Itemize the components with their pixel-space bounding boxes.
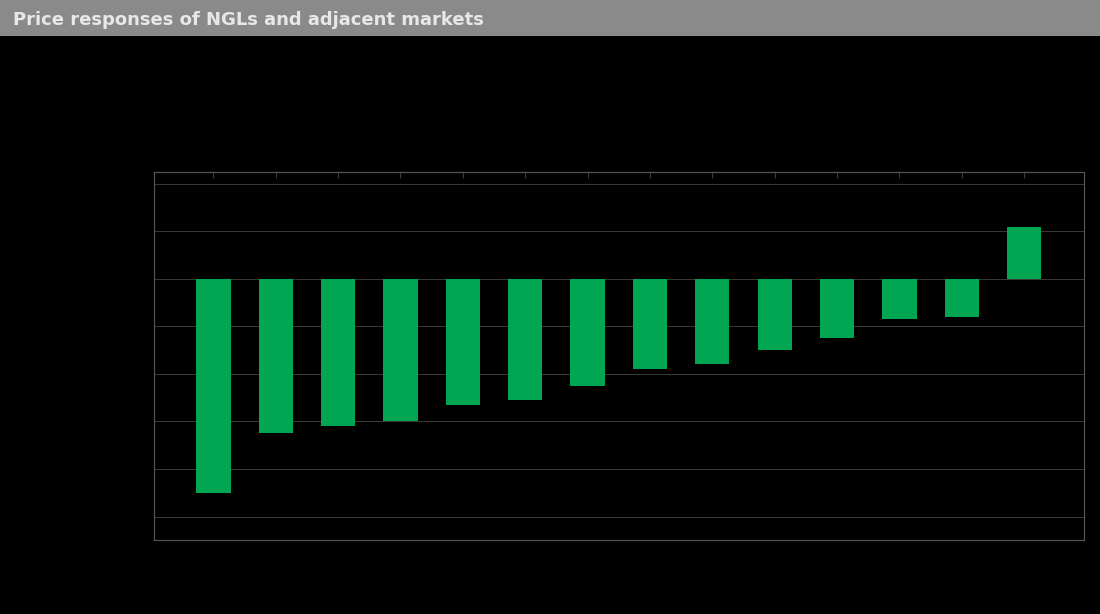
- Bar: [945, 279, 979, 317]
- Bar: [258, 279, 293, 433]
- Bar: [383, 279, 418, 421]
- Bar: [321, 279, 355, 426]
- Bar: [882, 279, 916, 319]
- Bar: [1006, 227, 1042, 279]
- Bar: [820, 279, 855, 338]
- Bar: [196, 279, 231, 493]
- Bar: [446, 279, 480, 405]
- Bar: [758, 279, 792, 350]
- Text: Price responses of NGLs and adjacent markets: Price responses of NGLs and adjacent mar…: [13, 10, 484, 29]
- Bar: [571, 279, 605, 386]
- Bar: [508, 279, 542, 400]
- Bar: [695, 279, 729, 365]
- Bar: [632, 279, 667, 369]
